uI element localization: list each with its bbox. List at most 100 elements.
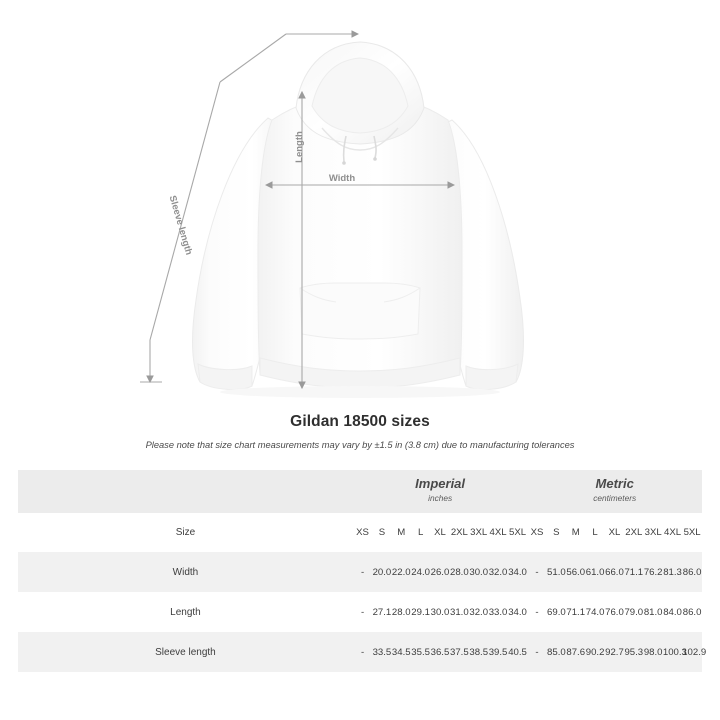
sleeve-imperial-2xl: 37.5 — [449, 632, 470, 672]
table-row: Sleeve length - 33.5 34.5 35.5 36.5 37.5… — [18, 632, 706, 672]
length-imperial-m: 28.0 — [391, 592, 411, 632]
width-imperial-5xl: 34.0 — [507, 552, 528, 592]
sleeve-imperial-s: 33.5 — [372, 632, 392, 672]
sleeve-metric-xs: - — [527, 632, 547, 672]
header-metric-5xl: 5XL — [682, 513, 702, 552]
header-metric-3xl: 3XL — [643, 513, 663, 552]
header-metric-xs: XS — [527, 513, 547, 552]
sleeve-imperial-l: 35.5 — [410, 632, 431, 672]
imperial-unit-sub: inches — [428, 493, 453, 504]
sleeve-length-label: Sleeve length — [167, 194, 195, 256]
length-imperial-4xl: 33.0 — [488, 592, 508, 632]
width-imperial-m: 22.0 — [391, 552, 411, 592]
length-metric-5xl: 86.0 — [682, 592, 702, 632]
header-metric-l: L — [585, 513, 605, 552]
metric-unit-sub: centimeters — [593, 493, 637, 504]
header-imperial-xl: XL — [430, 513, 450, 552]
length-label: Length — [294, 131, 305, 163]
length-metric-l: 74.0 — [585, 592, 605, 632]
width-imperial-4xl: 32.0 — [488, 552, 508, 592]
header-imperial-xs: XS — [352, 513, 373, 552]
sleeve-metric-3xl: 98.0 — [643, 632, 663, 672]
width-metric-2xl: 71.1 — [624, 552, 644, 592]
table-row: Length - 27.1 28.0 29.1 30.0 31.0 32.0 3… — [18, 592, 702, 632]
header-imperial-3xl: 3XL — [469, 513, 489, 552]
width-label: Width — [329, 173, 355, 184]
length-imperial-l: 29.1 — [410, 592, 431, 632]
sleeve-metric-4xl: 100.3 — [662, 632, 687, 672]
hoodie-illustration: Length Width Sleeve length — [140, 30, 524, 398]
sleeve-metric-xl: 92.7 — [604, 632, 625, 672]
sleeve-imperial-xs: - — [352, 632, 373, 672]
header-metric-4xl: 4XL — [662, 513, 683, 552]
header-imperial-4xl: 4XL — [488, 513, 508, 552]
length-imperial-s: 27.1 — [372, 592, 392, 632]
size-header-label: Size — [18, 513, 353, 552]
width-metric-s: 51.0 — [546, 552, 567, 592]
length-metric-xl: 76.0 — [604, 592, 625, 632]
sleeve-metric-s: 85.0 — [546, 632, 567, 672]
size-chart-table: Imperial inches Metric centimeters Size … — [18, 470, 706, 672]
imperial-unit-cell: Imperial inches — [352, 470, 528, 513]
row-label-length: Length — [18, 592, 353, 632]
header-imperial-5xl: 5XL — [507, 513, 528, 552]
sleeve-diagonal — [149, 81, 221, 341]
width-imperial-2xl: 28.0 — [449, 552, 470, 592]
length-imperial-3xl: 32.0 — [469, 592, 489, 632]
width-metric-l: 61.0 — [585, 552, 605, 592]
length-metric-4xl: 84.0 — [662, 592, 683, 632]
length-imperial-xl: 30.0 — [430, 592, 450, 632]
length-imperial-xs: - — [352, 592, 373, 632]
header-imperial-s: S — [372, 513, 392, 552]
size-header-row: Size XS S M L XL 2XL 3XL 4XL 5XL XS S M … — [18, 513, 702, 552]
header-metric-m: M — [566, 513, 586, 552]
sleeve-metric-5xl: 102.9 — [682, 632, 706, 672]
sleeve-upper-leg — [219, 33, 287, 83]
width-metric-xs: - — [527, 552, 547, 592]
sleeve-imperial-5xl: 40.5 — [507, 632, 528, 672]
unit-row-spacer — [18, 470, 353, 513]
sleeve-imperial-m: 34.5 — [391, 632, 411, 672]
table-row: Width - 20.0 22.0 24.0 26.0 28.0 30.0 32… — [18, 552, 702, 592]
header-imperial-2xl: 2XL — [449, 513, 470, 552]
unit-header-row: Imperial inches Metric centimeters — [18, 470, 702, 513]
length-imperial-2xl: 31.0 — [449, 592, 470, 632]
width-imperial-xl: 26.0 — [430, 552, 450, 592]
width-metric-4xl: 81.3 — [662, 552, 683, 592]
length-imperial-5xl: 34.0 — [507, 592, 528, 632]
sleeve-metric-m: 87.6 — [566, 632, 586, 672]
row-label-width: Width — [18, 552, 353, 592]
header-metric-s: S — [546, 513, 567, 552]
width-imperial-s: 20.0 — [372, 552, 392, 592]
width-metric-m: 56.0 — [566, 552, 586, 592]
length-metric-xs: - — [527, 592, 547, 632]
width-metric-3xl: 76.2 — [643, 552, 663, 592]
header-metric-2xl: 2XL — [624, 513, 644, 552]
row-label-sleeve-length: Sleeve length — [18, 632, 353, 672]
width-metric-xl: 66.0 — [604, 552, 625, 592]
title-block: Gildan 18500 sizes Please note that size… — [0, 405, 720, 450]
header-metric-xl: XL — [604, 513, 625, 552]
metric-unit-cell: Metric centimeters — [527, 470, 702, 513]
page-title: Gildan 18500 sizes — [290, 413, 430, 430]
length-metric-m: 71.1 — [566, 592, 586, 632]
sleeve-metric-l: 90.2 — [585, 632, 605, 672]
length-metric-2xl: 79.0 — [624, 592, 644, 632]
sleeve-imperial-xl: 36.5 — [430, 632, 450, 672]
width-imperial-l: 24.0 — [410, 552, 431, 592]
hoodie-diagram-svg: Length Width Sleeve length — [140, 30, 524, 398]
header-imperial-m: M — [391, 513, 411, 552]
width-imperial-3xl: 30.0 — [469, 552, 489, 592]
measurement-guides — [140, 30, 456, 390]
sleeve-imperial-3xl: 38.5 — [469, 632, 489, 672]
header-imperial-l: L — [410, 513, 431, 552]
metric-unit-name: Metric — [595, 476, 634, 492]
sleeve-imperial-4xl: 39.5 — [488, 632, 508, 672]
length-metric-3xl: 81.0 — [643, 592, 663, 632]
width-imperial-xs: - — [352, 552, 373, 592]
tolerance-note: Please note that size chart measurements… — [145, 440, 575, 450]
sleeve-metric-2xl: 95.3 — [624, 632, 644, 672]
length-metric-s: 69.0 — [546, 592, 567, 632]
hoodie-shape — [192, 41, 524, 398]
